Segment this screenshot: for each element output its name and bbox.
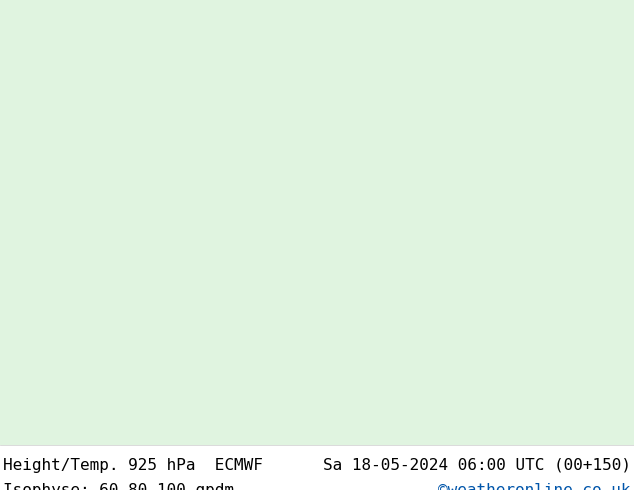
Text: Isophyse: 60 80 100 gpdm: Isophyse: 60 80 100 gpdm (3, 483, 234, 490)
Text: Sa 18-05-2024 06:00 UTC (00+150): Sa 18-05-2024 06:00 UTC (00+150) (323, 458, 631, 472)
Text: Height/Temp. 925 hPa  ECMWF: Height/Temp. 925 hPa ECMWF (3, 458, 263, 472)
Text: ©weatheronline.co.uk: ©weatheronline.co.uk (438, 483, 631, 490)
